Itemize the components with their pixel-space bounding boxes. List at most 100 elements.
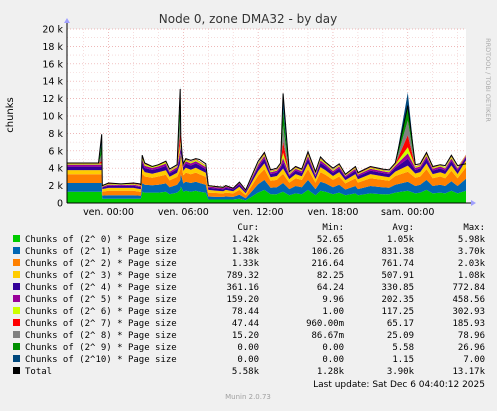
legend-swatch	[13, 343, 20, 350]
legend-min-value: 216.64	[311, 259, 344, 269]
legend-cur-value: 0.00	[237, 343, 259, 353]
y-tick-label: 12 k	[42, 94, 63, 105]
series-area	[67, 174, 466, 201]
y-tick-label: 0	[57, 199, 63, 210]
legend-series-name: Chunks of (2^ 7) * Page size	[25, 319, 177, 329]
legend-cur-value: 0.00	[237, 355, 259, 365]
legend-max-value: 7.00	[463, 355, 485, 365]
legend: Cur: Min: Avg: Max: Chunks of (2^ 0) * Page …	[13, 223, 486, 377]
legend-series-name: Chunks of (2^ 5) * Page size	[25, 295, 177, 305]
legend-avg-value: 25.09	[387, 331, 414, 341]
legend-avg-value: 3.90k	[387, 367, 415, 377]
legend-column-header: Cur:	[237, 223, 259, 233]
legend-max-value: 772.84	[452, 283, 485, 293]
x-tick-label: sam. 00:00	[381, 207, 434, 218]
series-area	[67, 140, 466, 191]
legend-min-value: 1.00	[322, 307, 344, 317]
x-tick-label: ven. 00:00	[83, 207, 134, 218]
legend-cur-value: 1.38k	[232, 247, 260, 257]
legend-cur-value: 1.42k	[232, 235, 260, 245]
chart-title: Node 0, zone DMA32 - by day	[159, 12, 337, 26]
total-line	[67, 88, 467, 191]
legend-series-name: Chunks of (2^ 8) * Page size	[25, 331, 177, 341]
y-tick-label: 2 k	[48, 181, 63, 192]
legend-cur-value: 361.16	[226, 283, 259, 293]
last-update-text: Last update: Sat Dec 6 04:40:12 2025	[313, 380, 485, 390]
legend-min-value: 1.28k	[317, 367, 345, 377]
legend-swatch	[13, 331, 20, 338]
legend-series-name: Chunks of (2^ 6) * Page size	[25, 307, 177, 317]
legend-max-value: 13.17k	[452, 367, 485, 377]
y-tick-label: 14 k	[42, 77, 63, 88]
legend-series-name: Chunks of (2^10) * Page size	[25, 355, 177, 365]
legend-min-value: 86.67m	[311, 331, 344, 341]
legend-swatch	[13, 319, 20, 326]
y-tick-label: 10 k	[42, 112, 63, 123]
legend-swatch	[13, 283, 20, 290]
x-axis-arrow	[471, 200, 476, 206]
legend-min-value: 106.26	[311, 247, 344, 257]
legend-cur-value: 159.20	[226, 295, 259, 305]
legend-swatch	[13, 355, 20, 362]
legend-max-value: 3.70k	[458, 247, 486, 257]
legend-min-value: 0.00	[322, 355, 344, 365]
legend-max-value: 1.08k	[458, 271, 486, 281]
legend-max-value: 5.98k	[458, 235, 486, 245]
y-axis-arrow	[64, 18, 70, 23]
legend-series-name: Chunks of (2^ 4) * Page size	[25, 283, 177, 293]
y-tick-label: 4 k	[48, 164, 63, 175]
rrdtool-credit: RRDTOOL / TOBI OETIKER	[484, 38, 492, 122]
munin-version: Munin 2.0.73	[225, 393, 271, 401]
legend-max-value: 185.93	[452, 319, 485, 329]
legend-series-name: Chunks of (2^ 1) * Page size	[25, 247, 177, 257]
legend-cur-value: 15.20	[232, 331, 259, 341]
legend-min-value: 52.65	[317, 235, 344, 245]
legend-max-value: 458.56	[452, 295, 485, 305]
legend-column-header: Max:	[463, 223, 485, 233]
legend-series-name: Chunks of (2^ 3) * Page size	[25, 271, 177, 281]
legend-max-value: 78.96	[458, 331, 485, 341]
legend-series-name: Total	[25, 367, 52, 377]
legend-max-value: 2.03k	[458, 259, 486, 269]
legend-avg-value: 202.35	[381, 295, 414, 305]
legend-series-name: Chunks of (2^ 0) * Page size	[25, 235, 177, 245]
legend-avg-value: 1.15	[392, 355, 414, 365]
legend-cur-value: 5.58k	[232, 367, 260, 377]
legend-swatch	[13, 271, 20, 278]
y-tick-label: 20 k	[42, 25, 63, 36]
legend-avg-value: 5.58	[392, 343, 414, 353]
series-area	[67, 161, 466, 199]
legend-cur-value: 47.44	[232, 319, 259, 329]
legend-min-value: 82.25	[317, 271, 344, 281]
legend-series-name: Chunks of (2^ 2) * Page size	[25, 259, 177, 269]
legend-max-value: 26.96	[458, 343, 485, 353]
y-tick-label: 6 k	[48, 146, 63, 157]
legend-series-name: Chunks of (2^ 9) * Page size	[25, 343, 177, 353]
legend-min-value: 9.96	[322, 295, 344, 305]
legend-avg-value: 831.38	[381, 247, 414, 257]
y-axis-label: chunks	[5, 97, 16, 133]
legend-avg-value: 761.74	[381, 259, 414, 269]
legend-column-header: Min:	[322, 223, 344, 233]
legend-swatch	[13, 367, 20, 374]
legend-cur-value: 789.32	[226, 271, 259, 281]
legend-swatch	[13, 295, 20, 302]
legend-cur-value: 1.33k	[232, 259, 260, 269]
legend-column-header: Avg:	[392, 223, 414, 233]
legend-avg-value: 507.91	[381, 271, 414, 281]
x-tick-label: ven. 06:00	[158, 207, 209, 218]
legend-swatch	[13, 259, 20, 266]
legend-swatch	[13, 247, 20, 254]
legend-avg-value: 1.05k	[387, 235, 415, 245]
y-tick-label: 18 k	[42, 42, 63, 53]
plot-area: 0 2 k 4 k 6 k 8 k 10 k 12 k 14 k 16 k 18 k 20 k ven…	[42, 18, 476, 218]
legend-avg-value: 330.85	[381, 283, 414, 293]
legend-avg-value: 65.17	[387, 319, 414, 329]
x-tick-label: ven. 12:00	[233, 207, 284, 218]
series-area	[67, 186, 466, 203]
legend-max-value: 302.93	[452, 307, 485, 317]
y-tick-label: 16 k	[42, 59, 63, 70]
legend-cur-value: 78.44	[232, 307, 259, 317]
